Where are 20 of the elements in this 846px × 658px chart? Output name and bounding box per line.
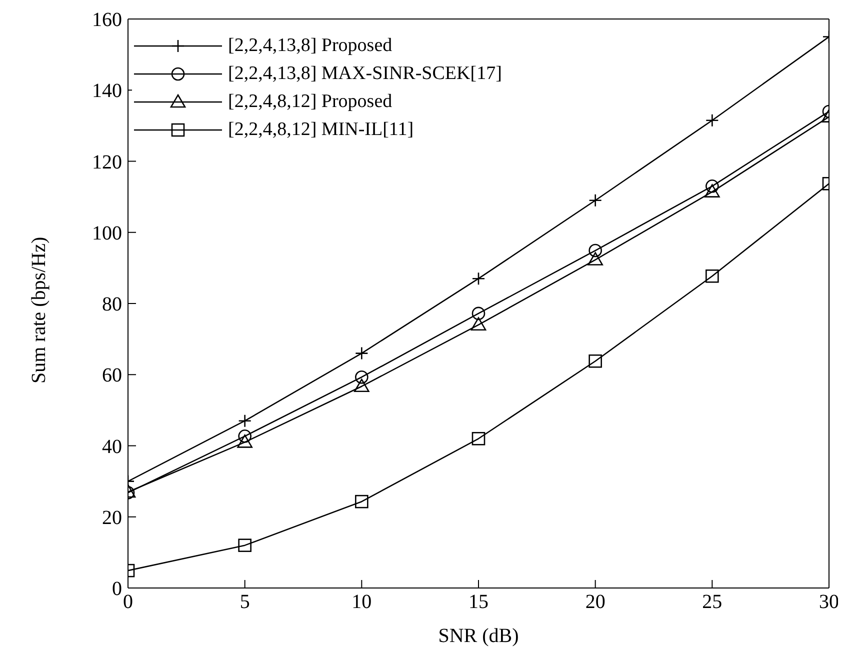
x-tick-label: 15 (468, 591, 488, 614)
y-tick-label: 120 (92, 151, 122, 174)
y-tick-label: 160 (92, 9, 122, 32)
x-tick-label: 10 (352, 591, 372, 614)
x-tick-label: 5 (240, 591, 250, 614)
y-axis-title: Sum rate (bps/Hz) (28, 236, 50, 384)
x-axis-title: SNR (dB) (438, 625, 519, 647)
y-tick-label: 20 (102, 506, 122, 529)
x-tick-label: 25 (702, 591, 722, 614)
legend-label: [2,2,4,8,12] Proposed (228, 91, 392, 113)
legend-label: [2,2,4,8,12] MIN-IL[11] (228, 119, 414, 141)
y-tick-label: 140 (92, 80, 122, 102)
x-tick-label: 20 (585, 591, 606, 614)
y-tick-label: 80 (102, 294, 122, 316)
y-tick-label: 60 (102, 364, 122, 387)
x-tick-label: 30 (819, 591, 839, 614)
legend-label: [2,2,4,13,8] Proposed (228, 35, 392, 57)
legend-label: [2,2,4,13,8] MAX-SINR-SCEK[17] (228, 63, 502, 85)
y-tick-label: 40 (102, 436, 122, 458)
y-tick-label: 100 (92, 222, 122, 244)
